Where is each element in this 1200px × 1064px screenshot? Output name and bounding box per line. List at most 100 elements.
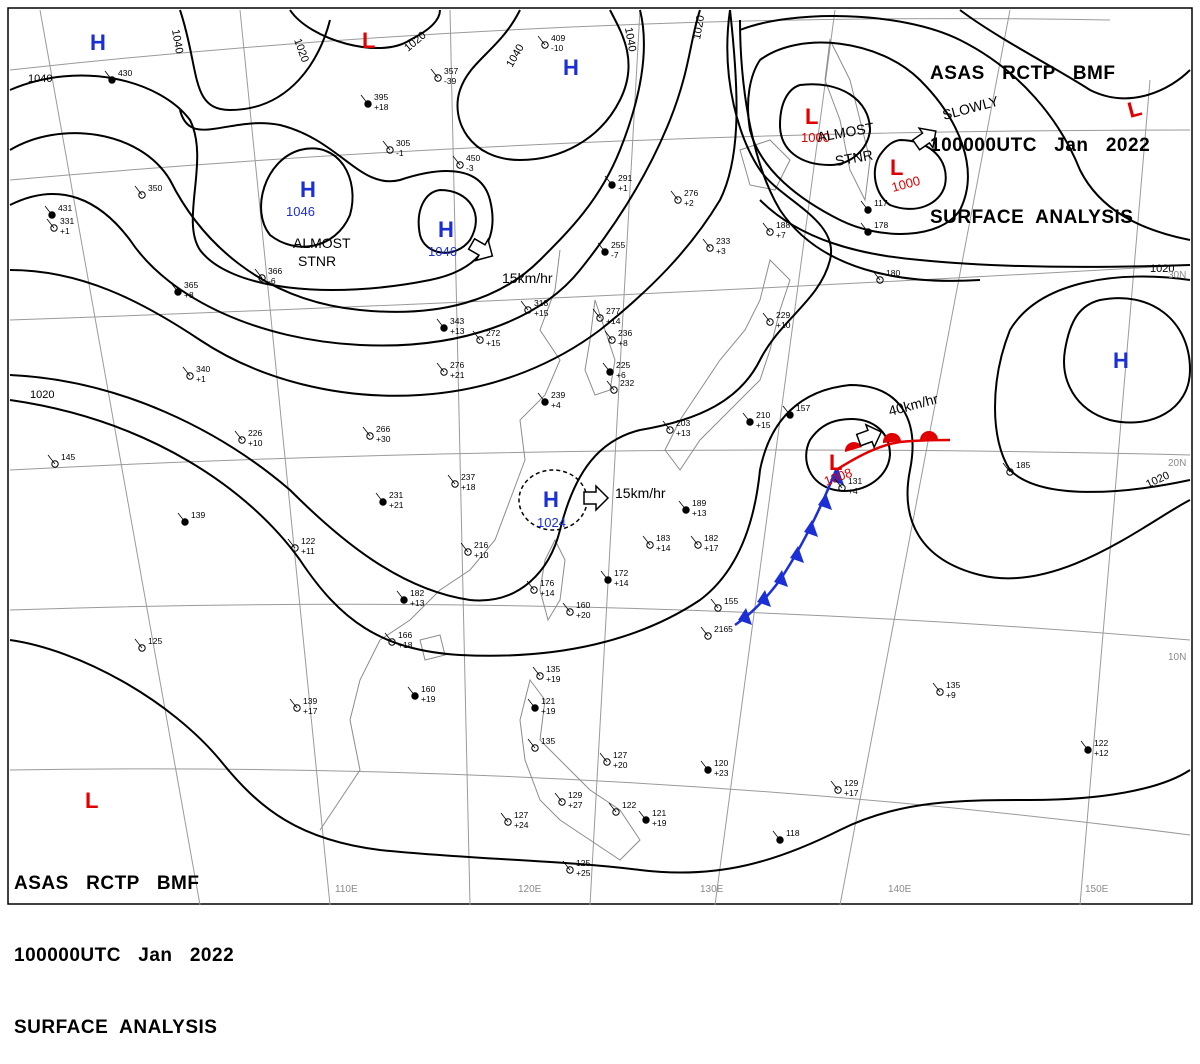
station-circle-icon bbox=[766, 228, 774, 236]
station-pressure: 331 bbox=[60, 216, 74, 226]
station-wind-barb bbox=[182, 366, 191, 377]
station-tendency: +6 bbox=[616, 370, 626, 380]
station-pressure: 145 bbox=[61, 452, 75, 462]
cold-front-barb bbox=[818, 493, 832, 510]
station-tendency: +10 bbox=[776, 320, 791, 330]
low-center-mark: L bbox=[805, 104, 818, 129]
station-circle-icon bbox=[603, 758, 611, 766]
station-pressure: 431 bbox=[58, 203, 72, 213]
station-pressure: 125 bbox=[148, 636, 162, 646]
station-wind-barb bbox=[527, 698, 536, 709]
cold-front-line bbox=[734, 469, 838, 627]
chart-header-top: ASAS RCTP BMF 100000UTC Jan 2022 SURFACE… bbox=[930, 14, 1150, 254]
station-wind-barb bbox=[700, 626, 709, 637]
station-tendency: +24 bbox=[514, 820, 529, 830]
station-wind-barb bbox=[362, 426, 371, 437]
station-wind-barb bbox=[375, 492, 384, 503]
station-circle-icon bbox=[766, 318, 774, 326]
station-pressure: 450 bbox=[466, 153, 480, 163]
station-tendency: +25 bbox=[576, 868, 591, 878]
cold-front-barb bbox=[790, 546, 804, 563]
lon-label: 120E bbox=[518, 884, 542, 895]
station-pressure: 160 bbox=[576, 600, 590, 610]
isobar-high-center-1046b bbox=[417, 188, 477, 254]
station-tendency: +11 bbox=[301, 546, 315, 556]
station-wind-barb bbox=[562, 602, 571, 613]
station-circle-icon bbox=[608, 336, 616, 344]
station-wind-barb bbox=[700, 760, 709, 771]
map-frame bbox=[7, 7, 1193, 905]
station-pressure: 226 bbox=[248, 428, 262, 438]
isobar-1020-top bbox=[289, 9, 441, 49]
station-wind-barb bbox=[670, 190, 679, 201]
station-wind-barb bbox=[177, 512, 186, 523]
station-tendency: +3 bbox=[716, 246, 726, 256]
station-pressure: 430 bbox=[118, 68, 132, 78]
warm-front-line bbox=[835, 438, 951, 472]
station-wind-barb bbox=[436, 362, 445, 373]
station-pressure: 2165 bbox=[714, 624, 733, 634]
station-wind-barb bbox=[287, 538, 296, 549]
isobar-ne-1 bbox=[739, 15, 1191, 241]
station-wind-barb bbox=[872, 270, 881, 281]
station-wind-barb bbox=[762, 312, 771, 323]
station-wind-barb bbox=[782, 405, 791, 416]
low-center-mark: L bbox=[85, 788, 98, 813]
station-pressure: 182 bbox=[410, 588, 424, 598]
hokkaido-coast bbox=[739, 139, 791, 191]
station-circle-icon bbox=[566, 608, 574, 616]
station-circle-icon bbox=[258, 274, 266, 282]
station-circle-icon bbox=[388, 638, 396, 646]
station-circle-icon bbox=[138, 644, 146, 652]
station-pressure: 357 bbox=[444, 66, 458, 76]
station-wind-barb bbox=[384, 632, 393, 643]
station-wind-barb bbox=[500, 812, 509, 823]
station-tendency: +8 bbox=[618, 338, 628, 348]
station-pressure: 157 bbox=[796, 403, 810, 413]
station-circle-icon bbox=[558, 798, 566, 806]
station-pressure: 229 bbox=[776, 310, 790, 320]
station-wind-barb bbox=[762, 222, 771, 233]
station-pressure: 189 bbox=[692, 498, 706, 508]
lon-label: 110E bbox=[335, 884, 358, 895]
station-wind-barb bbox=[134, 185, 143, 196]
station-circle-icon bbox=[51, 460, 59, 468]
high-center-value: 1046 bbox=[286, 204, 315, 219]
station-tendency: +13 bbox=[450, 326, 465, 336]
station-pressure: 131 bbox=[848, 476, 862, 486]
chart-title-line: SURFACE ANALYSIS bbox=[930, 207, 1134, 228]
meridian-130e bbox=[589, 9, 641, 906]
station-tendency: +1 bbox=[60, 226, 70, 236]
station-tendency: +21 bbox=[389, 500, 404, 510]
station-circle-icon bbox=[834, 786, 842, 794]
lon-label: 150E bbox=[1085, 884, 1109, 895]
high-center-mark: H bbox=[300, 177, 316, 202]
station-wind-barb bbox=[638, 810, 647, 821]
station-wind-barb bbox=[602, 362, 611, 373]
high-center-value: 1024 bbox=[537, 515, 566, 530]
low-center-mark: L bbox=[890, 155, 903, 180]
station-tendency: +19 bbox=[652, 818, 667, 828]
station-wind-barb bbox=[407, 686, 416, 697]
station-circle-icon bbox=[531, 744, 539, 752]
cold-front-barb bbox=[830, 468, 844, 485]
isobar-1020-north bbox=[179, 9, 331, 112]
station-tendency: +27 bbox=[568, 800, 583, 810]
station-pressure: 272 bbox=[486, 328, 500, 338]
station-wind-barb bbox=[360, 94, 369, 105]
low-center-value: 1000 bbox=[801, 130, 830, 145]
isobar-ne-low-ring bbox=[739, 19, 981, 282]
station-pressure: 409 bbox=[551, 33, 565, 43]
station-tendency: +19 bbox=[546, 674, 561, 684]
lon-label: 130E bbox=[700, 884, 724, 895]
meridian-150e bbox=[839, 9, 1011, 906]
station-pressure: 172 bbox=[614, 568, 628, 578]
chart-header-bottom: ASAS RCTP BMF 100000UTC Jan 2022 SURFACE… bbox=[14, 824, 234, 1064]
station-wind-barb bbox=[932, 682, 941, 693]
station-tendency: +10 bbox=[474, 550, 489, 560]
parallel-40n bbox=[9, 129, 1191, 181]
station-pressure: 176 bbox=[540, 578, 554, 588]
station-pressure: 231 bbox=[389, 490, 403, 500]
station-wind-barb bbox=[436, 318, 445, 329]
station-wind-barb bbox=[537, 392, 546, 403]
